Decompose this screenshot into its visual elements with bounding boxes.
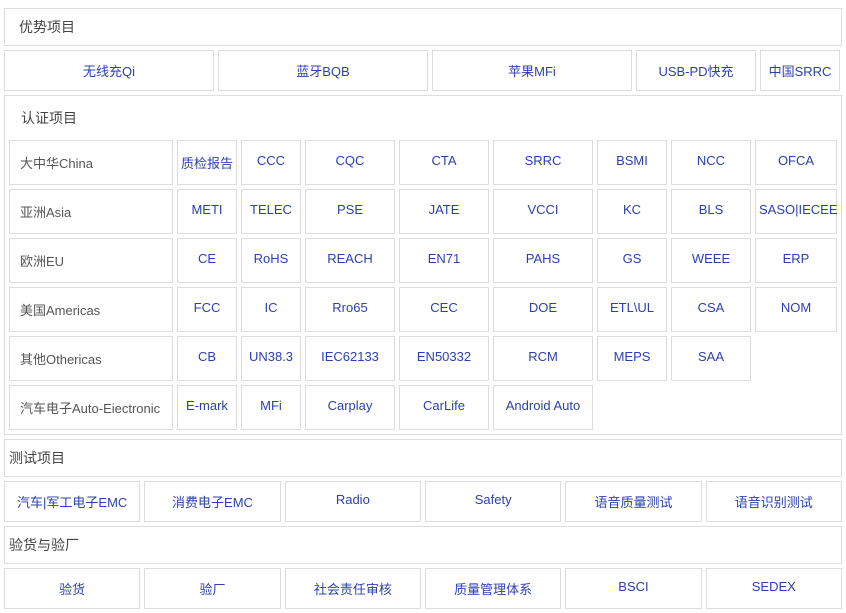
cert-cell[interactable]: JATE <box>399 189 489 234</box>
testing-item[interactable]: 汽车|军工电子EMC <box>4 481 140 522</box>
cert-cell[interactable]: CEC <box>399 287 489 332</box>
cert-cell[interactable]: CSA <box>671 287 751 332</box>
inspection-item[interactable]: 社会责任审核 <box>285 568 421 609</box>
cert-row-label: 美国Americas <box>9 287 173 332</box>
advantage-item[interactable]: 中国SRRC <box>760 50 840 91</box>
advantage-item[interactable]: USB-PD快充 <box>636 50 756 91</box>
testing-item[interactable]: Safety <box>425 481 561 522</box>
inspection-row: 验货验厂社会责任审核质量管理体系BSCISEDEX <box>4 568 842 609</box>
cert-cell[interactable]: CQC <box>305 140 395 185</box>
cert-cell <box>755 336 837 381</box>
cert-cell <box>755 385 837 430</box>
cert-row: 欧洲EUCERoHSREACHEN71PAHSGSWEEEERP <box>9 238 837 283</box>
advantage-item[interactable]: 苹果MFi <box>432 50 632 91</box>
testing-item[interactable]: 语音识别测试 <box>706 481 842 522</box>
cert-cell[interactable]: 质检报告 <box>177 140 237 185</box>
cert-cell[interactable]: BSMI <box>597 140 667 185</box>
cert-cell[interactable]: METI <box>177 189 237 234</box>
cert-cell[interactable]: CTA <box>399 140 489 185</box>
cert-row-label: 亚洲Asia <box>9 189 173 234</box>
advantage-item[interactable]: 无线充Qi <box>4 50 214 91</box>
testing-item[interactable]: Radio <box>285 481 421 522</box>
cert-cell[interactable]: MEPS <box>597 336 667 381</box>
cert-cell[interactable]: RoHS <box>241 238 301 283</box>
cert-row-label: 汽车电子Auto-Eiectronic <box>9 385 173 430</box>
cert-row: 美国AmericasFCCICRro65CECDOEETL\ULCSANOM <box>9 287 837 332</box>
cert-cell[interactable]: SAA <box>671 336 751 381</box>
inspection-header: 验货与验厂 <box>4 526 842 564</box>
cert-cell[interactable]: KC <box>597 189 667 234</box>
cert-cell[interactable]: E-mark <box>177 385 237 430</box>
cert-cell[interactable]: EN50332 <box>399 336 489 381</box>
cert-cell[interactable]: IEC62133 <box>305 336 395 381</box>
cert-cell[interactable]: TELEC <box>241 189 301 234</box>
cert-row: 大中华China质检报告CCCCQCCTASRRCBSMINCCOFCA <box>9 140 837 185</box>
testing-item[interactable]: 语音质量测试 <box>565 481 701 522</box>
cert-cell[interactable]: DOE <box>493 287 593 332</box>
certification-section: 认证项目 大中华China质检报告CCCCQCCTASRRCBSMINCCOFC… <box>4 95 842 435</box>
cert-cell[interactable]: EN71 <box>399 238 489 283</box>
cert-cell <box>597 385 667 430</box>
testing-item[interactable]: 消费电子EMC <box>144 481 280 522</box>
cert-cell[interactable]: SRRC <box>493 140 593 185</box>
advantage-item[interactable]: 蓝牙BQB <box>218 50 428 91</box>
cert-cell[interactable]: RCM <box>493 336 593 381</box>
cert-cell[interactable]: ERP <box>755 238 837 283</box>
inspection-item[interactable]: 验货 <box>4 568 140 609</box>
cert-cell[interactable]: ETL\UL <box>597 287 667 332</box>
testing-header: 测试项目 <box>4 439 842 477</box>
cert-cell[interactable]: VCCI <box>493 189 593 234</box>
advantage-row: 无线充Qi蓝牙BQB苹果MFiUSB-PD快充中国SRRC <box>4 50 842 91</box>
cert-row: 亚洲AsiaMETITELECPSEJATEVCCIKCBLSSASO|IECE… <box>9 189 837 234</box>
inspection-item[interactable]: 质量管理体系 <box>425 568 561 609</box>
cert-cell[interactable]: CarLife <box>399 385 489 430</box>
cert-cell[interactable]: CB <box>177 336 237 381</box>
cert-cell[interactable]: SASO|IECEE <box>755 189 837 234</box>
testing-row: 汽车|军工电子EMC消费电子EMCRadioSafety语音质量测试语音识别测试 <box>4 481 842 522</box>
cert-cell[interactable]: FCC <box>177 287 237 332</box>
cert-cell <box>671 385 751 430</box>
advantage-header: 优势项目 <box>4 8 842 46</box>
cert-cell[interactable]: REACH <box>305 238 395 283</box>
cert-cell[interactable]: OFCA <box>755 140 837 185</box>
cert-cell[interactable]: UN38.3 <box>241 336 301 381</box>
inspection-item[interactable]: SEDEX <box>706 568 842 609</box>
cert-cell[interactable]: NOM <box>755 287 837 332</box>
cert-cell[interactable]: PAHS <box>493 238 593 283</box>
inspection-item[interactable]: BSCI <box>565 568 701 609</box>
cert-cell[interactable]: WEEE <box>671 238 751 283</box>
cert-cell[interactable]: GS <box>597 238 667 283</box>
cert-cell[interactable]: NCC <box>671 140 751 185</box>
cert-cell[interactable]: PSE <box>305 189 395 234</box>
cert-row: 汽车电子Auto-EiectronicE-markMFiCarplayCarLi… <box>9 385 837 430</box>
cert-row-label: 欧洲EU <box>9 238 173 283</box>
cert-cell[interactable]: Android Auto <box>493 385 593 430</box>
cert-row: 其他OthericasCBUN38.3IEC62133EN50332RCMMEP… <box>9 336 837 381</box>
cert-row-label: 大中华China <box>9 140 173 185</box>
cert-row-label: 其他Othericas <box>9 336 173 381</box>
cert-cell[interactable]: IC <box>241 287 301 332</box>
cert-cell[interactable]: CCC <box>241 140 301 185</box>
cert-cell[interactable]: CE <box>177 238 237 283</box>
cert-cell[interactable]: BLS <box>671 189 751 234</box>
inspection-item[interactable]: 验厂 <box>144 568 280 609</box>
cert-cell[interactable]: Rro65 <box>305 287 395 332</box>
certification-header: 认证项目 <box>9 100 837 136</box>
cert-cell[interactable]: Carplay <box>305 385 395 430</box>
cert-cell[interactable]: MFi <box>241 385 301 430</box>
